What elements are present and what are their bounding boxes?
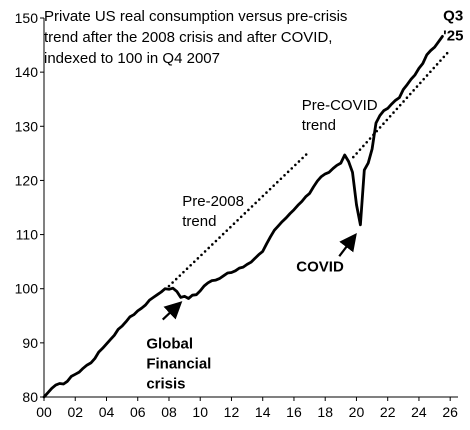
x-tick-label: 26 [442,404,458,420]
trend-line-2 [351,50,450,159]
y-tick-label: 150 [15,10,39,26]
y-tick-label: 110 [16,227,39,243]
annotation-label: Pre-COVID [302,97,378,114]
x-tick-label: 20 [349,404,365,420]
x-tick-label: 08 [161,404,177,420]
y-tick-label: 130 [15,118,39,134]
x-tick-label: 10 [192,404,208,420]
y-tick-label: 120 [15,172,39,188]
x-tick-label: 24 [411,404,427,420]
x-tick-label: 18 [317,404,333,420]
annotation-arrow [338,233,357,257]
x-tick-label: 06 [130,404,146,420]
annotation-label: Q3 [443,8,463,25]
x-tick-label: 22 [380,404,396,420]
annotation-label: COVID [296,258,344,275]
title-line-1: Private US real consumption versus pre-c… [44,8,347,25]
y-tick-label: 90 [22,335,38,351]
annotation-label: Global [146,335,193,352]
chart-title: Private US real consumption versus pre-c… [44,8,347,67]
series-group [42,35,450,399]
annotation-label: Financial [146,355,211,372]
annotation-arrows [161,233,357,321]
x-tick-label: 02 [67,404,83,420]
trend-line-1 [167,151,310,288]
y-tick-label: 80 [22,389,38,405]
x-tick-label: 14 [255,404,271,420]
y-tick-label: 100 [15,281,39,297]
annotation-label: crisis [146,375,185,392]
annotation-label: trend [302,117,336,134]
x-tick-label: 04 [99,404,115,420]
x-tick-label: 16 [286,404,302,420]
consumption-line [42,35,444,399]
axes: 80 90 100 110 120 130 140 150 00 02 04 06 08 10 12 14 16… [15,10,459,420]
title-line-2: trend after the 2008 crisis and after CO… [44,29,332,46]
annotations: Q3 '25 Pre-COVID trend Pre-2008 trend COVID Glo… [146,8,463,393]
annotation-label: '25 [443,28,463,45]
annotation-label: trend [182,213,216,230]
x-tick-label: 00 [36,404,52,420]
title-line-3: indexed to 100 in Q4 2007 [44,50,220,67]
annotation-label: Pre-2008 [182,193,244,210]
x-tick-label: 12 [224,404,240,420]
annotation-arrow [161,301,183,321]
y-tick-label: 140 [15,64,39,80]
